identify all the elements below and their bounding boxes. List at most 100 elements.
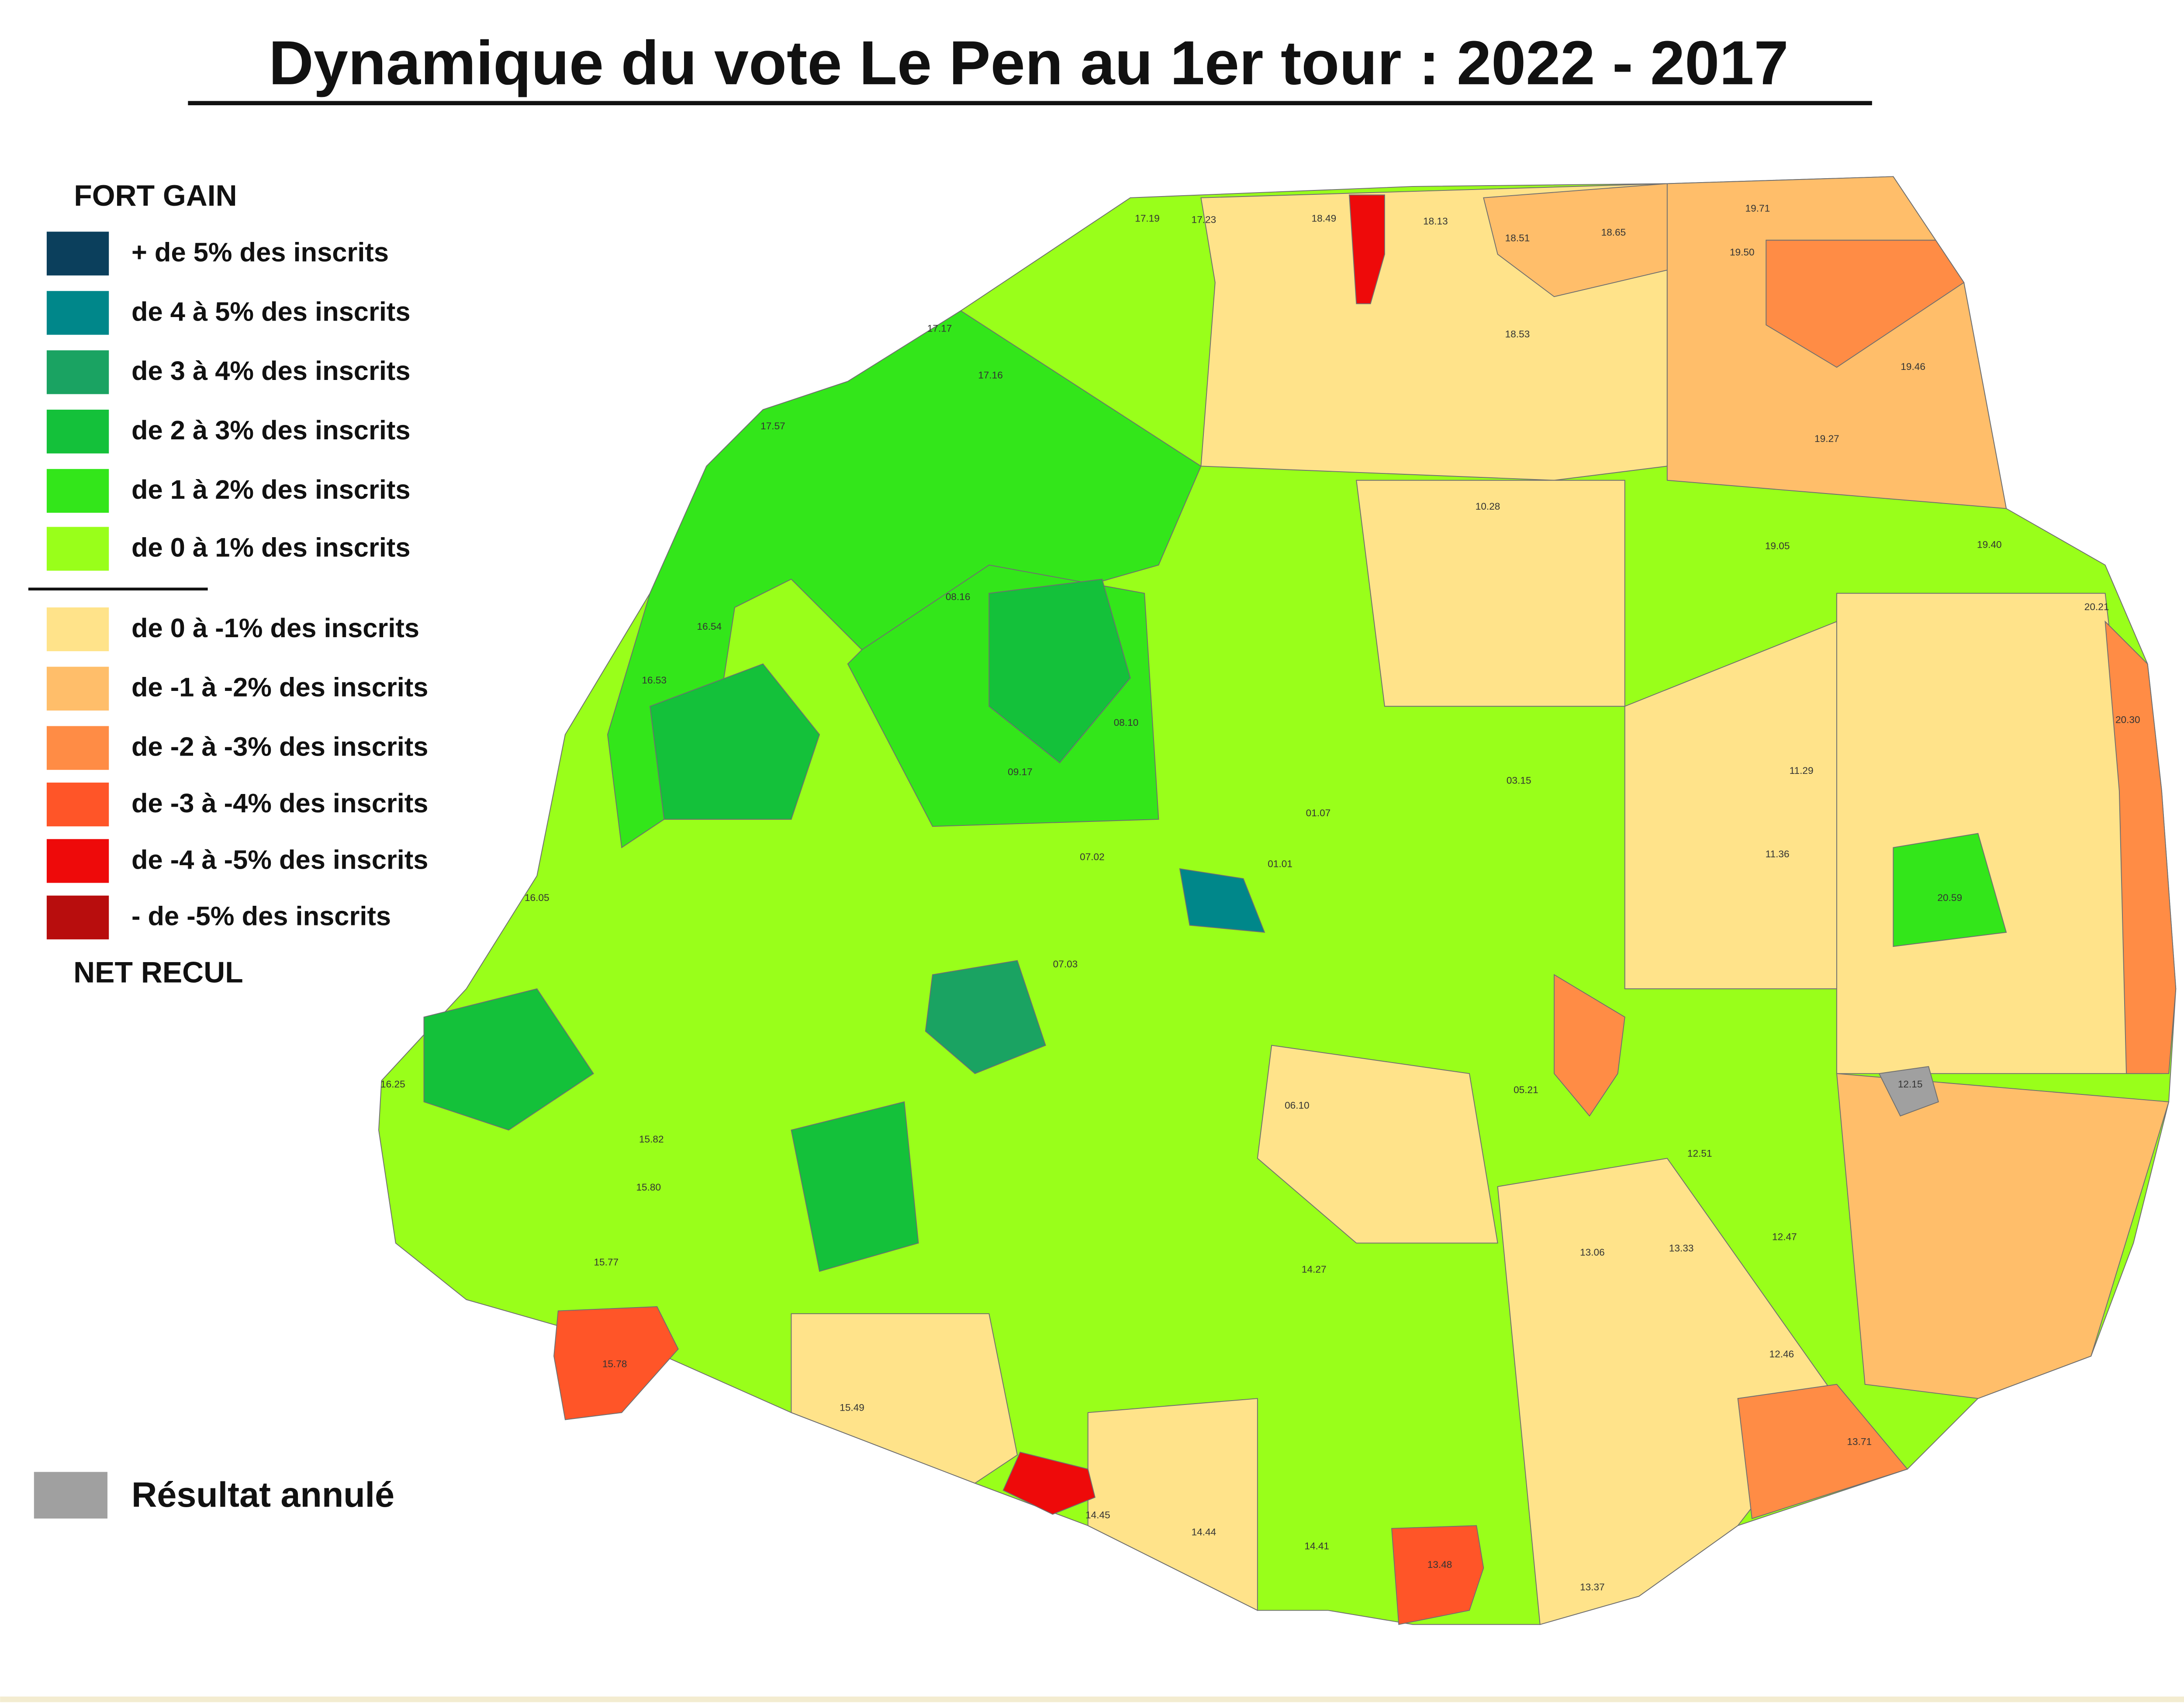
bureau-label: 17.17 — [927, 323, 952, 334]
bureau-label: 10.28 — [1476, 501, 1500, 512]
bureau-label: 14.27 — [1302, 1264, 1327, 1275]
bureau-label: 19.71 — [1745, 203, 1770, 214]
legend-label: de -1 à -2% des inscrits — [131, 673, 429, 703]
orange-15 — [553, 1306, 679, 1420]
bureau-label: 18.51 — [1505, 233, 1530, 244]
legend-label: de 0 à -1% des inscrits — [131, 613, 419, 643]
bureau-label: 13.06 — [1580, 1247, 1605, 1258]
bureau-label: 16.54 — [697, 621, 722, 632]
bureau-label: 17.19 — [1135, 213, 1160, 224]
bureau-label: 11.36 — [1766, 849, 1790, 859]
green-7 — [925, 960, 1046, 1074]
legend-label: - de -5% des inscrits — [131, 901, 391, 932]
bureau-label: 14.44 — [1192, 1526, 1216, 1537]
legend: FORT GAIN NET RECUL Résultat annulé + de… — [28, 179, 429, 1519]
bureau-label: 18.13 — [1423, 216, 1448, 227]
bureau-label: 18.49 — [1312, 213, 1337, 224]
bureau-label: 18.53 — [1505, 329, 1530, 340]
bureau-label: 13.37 — [1580, 1582, 1605, 1593]
zone-8b — [988, 579, 1131, 763]
legend-label: de 1 à 2% des inscrits — [131, 475, 411, 505]
bureau-label: 20.21 — [2084, 601, 2109, 612]
bureau-label: 15.78 — [602, 1358, 627, 1369]
legend-swatch — [46, 607, 109, 652]
bureau-label: 20.30 — [2115, 714, 2140, 725]
legend-label: de 0 à 1% des inscrits — [131, 532, 411, 563]
bureau-label: 12.51 — [1687, 1148, 1712, 1159]
legend-swatch — [46, 291, 109, 335]
legend-label: Résultat annulé — [131, 1475, 394, 1515]
bureau-label: 08.10 — [1114, 717, 1139, 728]
bureau-label: 01.07 — [1306, 808, 1331, 818]
bureau-label: 19.40 — [1977, 539, 2002, 550]
legend-swatch — [46, 409, 109, 454]
zone-13b — [1737, 1384, 1908, 1519]
bureau-label: 17.16 — [978, 369, 1003, 380]
bureau-label: 20.59 — [1937, 892, 1962, 903]
legend-swatch — [34, 1472, 107, 1519]
title: Dynamique du vote Le Pen au 1er tour : 2… — [269, 28, 1789, 98]
legend-swatch — [46, 231, 109, 276]
legend-swatch — [46, 469, 109, 513]
bureau-label: 17.23 — [1192, 214, 1216, 225]
red-18 — [1349, 194, 1385, 304]
legend-label: de 2 à 3% des inscrits — [131, 415, 411, 445]
bureau-label: 18.65 — [1601, 227, 1626, 238]
zone-5 — [1257, 1045, 1498, 1244]
bureau-label: 05.21 — [1514, 1084, 1538, 1095]
legend-top-label: FORT GAIN — [74, 179, 237, 212]
bureau-label: 13.71 — [1847, 1436, 1872, 1447]
bureau-label: 01.01 — [1268, 858, 1292, 869]
bureau-label: 16.25 — [380, 1079, 405, 1090]
orange-13 — [1391, 1525, 1484, 1625]
bureau-label: 13.48 — [1427, 1559, 1452, 1570]
bureau-label: 15.80 — [636, 1182, 661, 1193]
green-15 — [791, 1101, 919, 1272]
legend-label: de -4 à -5% des inscrits — [131, 845, 429, 875]
teal-7 — [1179, 868, 1265, 933]
bureau-label: 12.46 — [1769, 1349, 1794, 1360]
bureau-label: 11.29 — [1790, 765, 1814, 776]
legend-swatch — [46, 782, 109, 827]
zone-15 — [423, 988, 594, 1131]
legend-label: de -3 à -4% des inscrits — [131, 788, 429, 818]
bureau-label: 07.02 — [1080, 851, 1105, 862]
bureau-label: 19.05 — [1765, 541, 1790, 552]
bureau-label: 14.45 — [1085, 1510, 1110, 1521]
legend-label: de -2 à -3% des inscrits — [131, 732, 429, 762]
zone-13 — [1497, 1158, 1838, 1625]
legend-bottom-label: NET RECUL — [73, 956, 243, 989]
bureau-label: 15.49 — [840, 1402, 864, 1413]
bureau-label: 16.53 — [642, 675, 667, 686]
zone-12 — [1836, 1073, 2170, 1399]
bureau-label: 07.03 — [1053, 959, 1078, 970]
bureau-label: 19.27 — [1814, 433, 1839, 444]
legend-swatch — [46, 527, 109, 571]
zone-15b — [791, 1313, 1018, 1484]
bureau-label: 19.46 — [1901, 361, 1925, 372]
legend-label: de 4 à 5% des inscrits — [131, 297, 411, 327]
bureau-label: 14.41 — [1304, 1541, 1329, 1552]
legend-swatch — [46, 895, 109, 939]
bureau-label: 17.57 — [760, 421, 785, 431]
legend-swatch — [46, 839, 109, 883]
bureau-label: 15.82 — [639, 1134, 664, 1145]
zone-10 — [1356, 480, 1625, 707]
zone-16 — [649, 663, 820, 820]
zone-20b — [2105, 620, 2177, 1074]
zone-19b — [1766, 239, 1965, 368]
zone-18b — [1483, 183, 1675, 297]
legend-label: + de 5% des inscrits — [131, 237, 389, 267]
bureau-label: 19.50 — [1730, 247, 1755, 258]
annulled-bureau — [1878, 1066, 1939, 1117]
legend-swatch — [46, 726, 109, 770]
bureau-label: 15.77 — [594, 1257, 619, 1268]
bureau-label: 03.15 — [1507, 775, 1531, 786]
orange-12 — [1554, 974, 1625, 1117]
legend-label: de 3 à 4% des inscrits — [131, 356, 411, 386]
legend-swatch — [46, 666, 109, 711]
paris-map: 17.19 17.23 18.49 18.13 18.51 18.65 19.71 19.50… — [378, 176, 2177, 1625]
legend-swatch — [46, 350, 109, 394]
bureau-label: 09.17 — [1008, 766, 1033, 777]
